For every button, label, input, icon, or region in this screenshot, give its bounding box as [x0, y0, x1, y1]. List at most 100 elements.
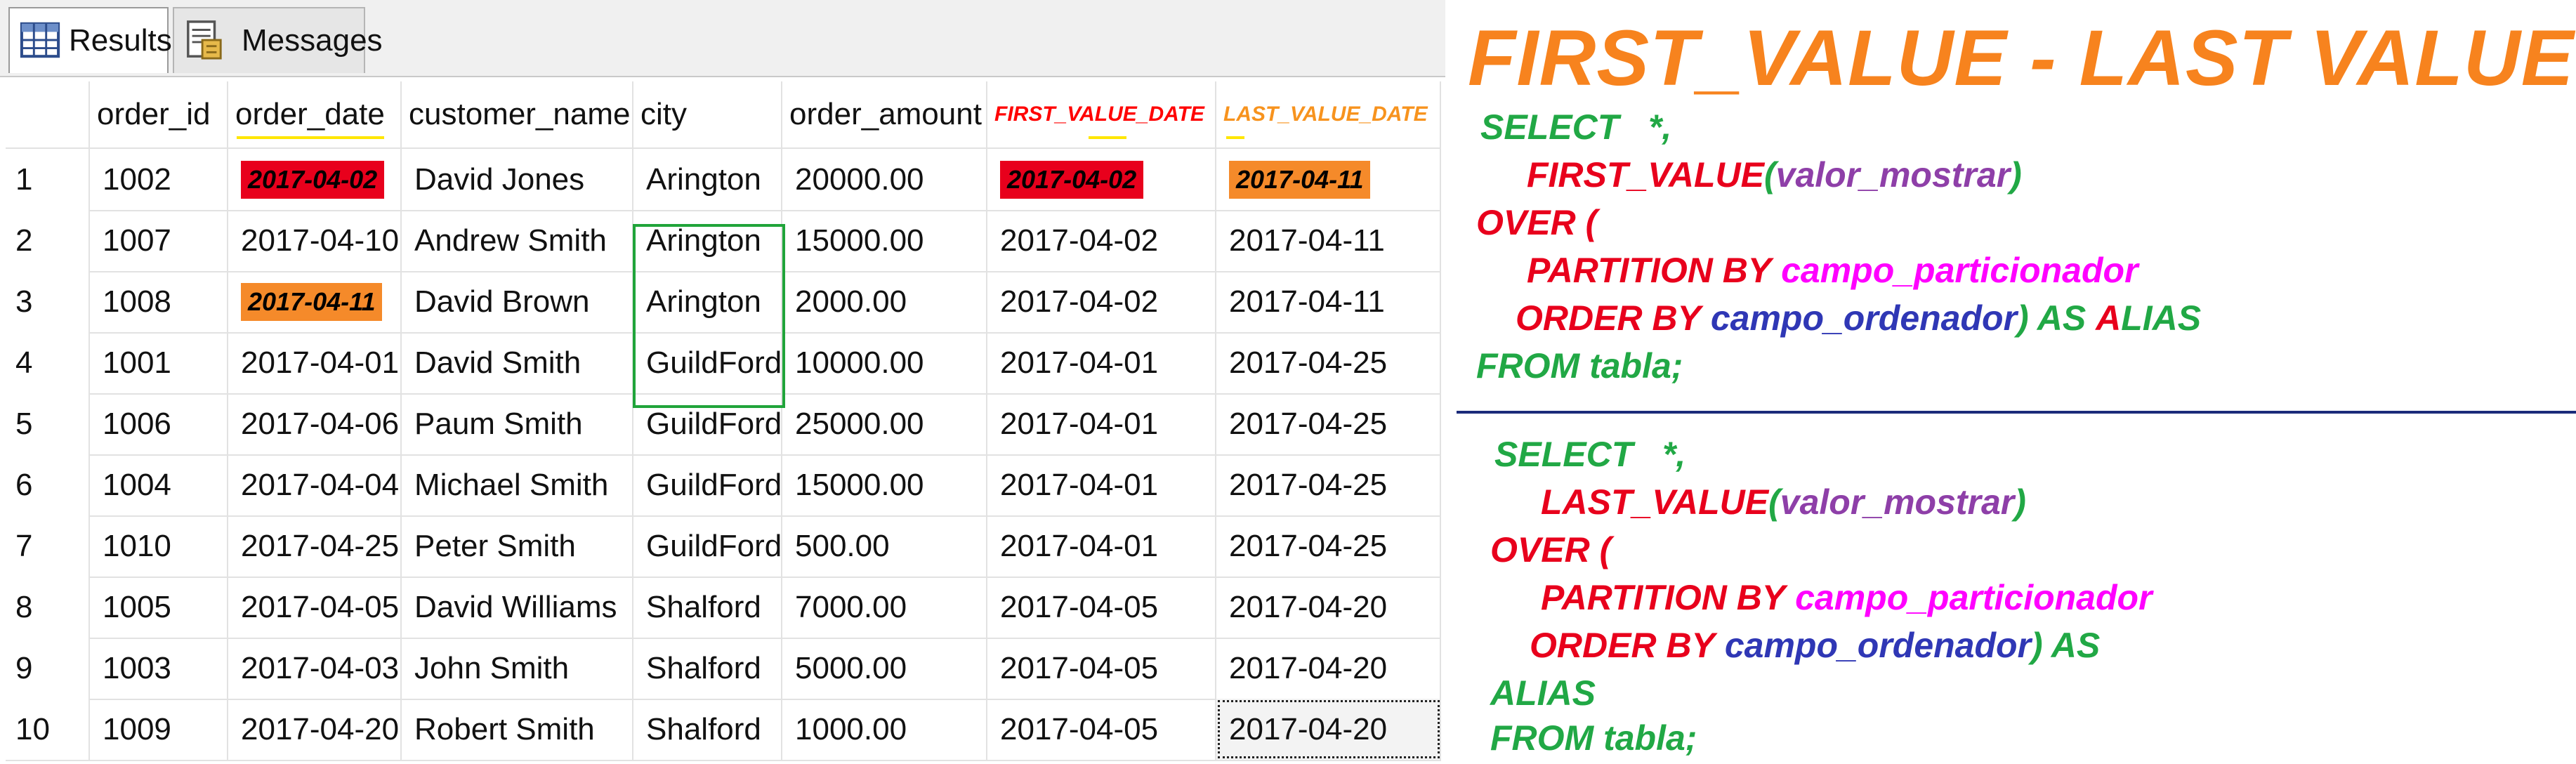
cell-order-amount[interactable]: 15000.00: [782, 210, 987, 271]
cell-order-amount[interactable]: 2000.00: [782, 271, 987, 332]
sql-order-field: campo_ordenador: [1710, 298, 2018, 338]
row-number-cell[interactable]: 8: [6, 577, 90, 638]
cell-city[interactable]: Shalford: [633, 699, 782, 760]
cell-order-amount[interactable]: 15000.00: [782, 454, 987, 515]
cell-order-date[interactable]: 2017-04-11: [228, 271, 402, 332]
cell-order-amount[interactable]: 7000.00: [782, 577, 987, 638]
column-header-last-value-date[interactable]: LAST_VALUE_DATE: [1216, 81, 1441, 147]
column-header-label: customer_name: [409, 97, 631, 131]
cell-first-value-date[interactable]: 2017-04-01: [987, 515, 1216, 577]
cell-order-id[interactable]: 1003: [90, 638, 228, 699]
cell-order-id[interactable]: 1005: [90, 577, 228, 638]
cell-city[interactable]: Shalford: [633, 638, 782, 699]
cell-customer-name[interactable]: David Smith: [402, 332, 633, 393]
cell-value: GuildFord: [646, 406, 782, 441]
cell-last-value-date[interactable]: 2017-04-11: [1216, 149, 1441, 210]
cell-order-date[interactable]: 2017-04-06: [228, 393, 402, 454]
cell-order-id[interactable]: 1001: [90, 332, 228, 393]
cell-order-date[interactable]: 2017-04-25: [228, 515, 402, 577]
cell-city[interactable]: GuildFord: [633, 515, 782, 577]
cell-first-value-date[interactable]: 2017-04-02: [987, 271, 1216, 332]
cell-first-value-date[interactable]: 2017-04-01: [987, 332, 1216, 393]
cell-value: Arington: [646, 284, 761, 319]
column-header-order-amount[interactable]: order_amount: [782, 81, 987, 147]
tab-messages[interactable]: Messages: [173, 7, 383, 73]
row-number-cell[interactable]: 6: [6, 454, 90, 515]
cell-order-date[interactable]: 2017-04-04: [228, 454, 402, 515]
cell-first-value-date[interactable]: 2017-04-05: [987, 638, 1216, 699]
column-header-city[interactable]: city: [633, 81, 782, 147]
cell-order-id[interactable]: 1002: [90, 149, 228, 210]
cell-value: 9: [15, 650, 33, 685]
row-number-cell[interactable]: 5: [6, 393, 90, 454]
cell-city[interactable]: Shalford: [633, 577, 782, 638]
cell-last-value-date[interactable]: 2017-04-20: [1216, 699, 1441, 760]
cell-order-date[interactable]: 2017-04-05: [228, 577, 402, 638]
cell-last-value-date[interactable]: 2017-04-11: [1216, 210, 1441, 271]
cell-first-value-date[interactable]: 2017-04-05: [987, 577, 1216, 638]
cell-order-id[interactable]: 1010: [90, 515, 228, 577]
cell-order-date[interactable]: 2017-04-10: [228, 210, 402, 271]
grid-corner-cell[interactable]: [6, 81, 90, 147]
cell-city[interactable]: GuildFord: [633, 393, 782, 454]
cell-customer-name[interactable]: John Smith: [402, 638, 633, 699]
cell-customer-name[interactable]: Robert Smith: [402, 699, 633, 760]
cell-city[interactable]: Arington: [633, 149, 782, 210]
cell-order-amount[interactable]: 500.00: [782, 515, 987, 577]
row-number-cell[interactable]: 1: [6, 149, 90, 210]
cell-city[interactable]: Arington: [633, 210, 782, 271]
cell-order-id[interactable]: 1007: [90, 210, 228, 271]
cell-order-date[interactable]: 2017-04-02: [228, 149, 402, 210]
cell-last-value-date[interactable]: 2017-04-25: [1216, 454, 1441, 515]
cell-city[interactable]: GuildFord: [633, 332, 782, 393]
cell-city[interactable]: GuildFord: [633, 454, 782, 515]
cell-first-value-date[interactable]: 2017-04-01: [987, 393, 1216, 454]
cell-last-value-date[interactable]: 2017-04-25: [1216, 332, 1441, 393]
column-header-order-id[interactable]: order_id: [90, 81, 228, 147]
cell-order-date[interactable]: 2017-04-03: [228, 638, 402, 699]
row-number-cell[interactable]: 7: [6, 515, 90, 577]
cell-city[interactable]: Arington: [633, 271, 782, 332]
cell-order-amount[interactable]: 25000.00: [782, 393, 987, 454]
cell-first-value-date[interactable]: 2017-04-02: [987, 149, 1216, 210]
cell-customer-name[interactable]: Peter Smith: [402, 515, 633, 577]
row-number-cell[interactable]: 3: [6, 271, 90, 332]
cell-order-amount[interactable]: 10000.00: [782, 332, 987, 393]
cell-order-id[interactable]: 1004: [90, 454, 228, 515]
column-header-order-date[interactable]: order_date: [228, 81, 402, 147]
cell-customer-name[interactable]: Paum Smith: [402, 393, 633, 454]
row-number-cell[interactable]: 4: [6, 332, 90, 393]
table-row: 8 1005 2017-04-05 David Williams Shalford 700…: [6, 577, 1441, 639]
row-number-cell[interactable]: 2: [6, 210, 90, 271]
column-header-customer-name[interactable]: customer_name: [402, 81, 633, 147]
row-number-cell[interactable]: 10: [6, 699, 90, 760]
cell-order-date[interactable]: 2017-04-20: [228, 699, 402, 760]
cell-first-value-date[interactable]: 2017-04-02: [987, 210, 1216, 271]
header-underline-yellow: [1226, 136, 1244, 139]
cell-order-amount[interactable]: 1000.00: [782, 699, 987, 760]
cell-last-value-date[interactable]: 2017-04-25: [1216, 515, 1441, 577]
cell-order-id[interactable]: 1009: [90, 699, 228, 760]
cell-customer-name[interactable]: Michael Smith: [402, 454, 633, 515]
cell-customer-name[interactable]: David Williams: [402, 577, 633, 638]
cell-order-amount[interactable]: 20000.00: [782, 149, 987, 210]
cell-customer-name[interactable]: David Jones: [402, 149, 633, 210]
sql-line-select: SELECT *,: [1480, 104, 1671, 150]
cell-customer-name[interactable]: Andrew Smith: [402, 210, 633, 271]
cell-order-id[interactable]: 1006: [90, 393, 228, 454]
cell-last-value-date[interactable]: 2017-04-11: [1216, 271, 1441, 332]
cell-first-value-date[interactable]: 2017-04-05: [987, 699, 1216, 760]
row-number-cell[interactable]: 9: [6, 638, 90, 699]
cell-last-value-date[interactable]: 2017-04-20: [1216, 577, 1441, 638]
cell-last-value-date[interactable]: 2017-04-25: [1216, 393, 1441, 454]
cell-last-value-date[interactable]: 2017-04-20: [1216, 638, 1441, 699]
cell-order-id[interactable]: 1008: [90, 271, 228, 332]
cell-order-amount[interactable]: 5000.00: [782, 638, 987, 699]
column-header-first-value-date[interactable]: FIRST_VALUE_DATE: [987, 81, 1216, 147]
cell-order-date[interactable]: 2017-04-01: [228, 332, 402, 393]
tab-results[interactable]: Results: [8, 7, 172, 73]
cell-value: 2017-04-20: [1229, 650, 1388, 685]
cell-first-value-date[interactable]: 2017-04-01: [987, 454, 1216, 515]
sql-line-order: ORDER BY campo_ordenador) AS ALIAS: [1516, 295, 2201, 341]
cell-customer-name[interactable]: David Brown: [402, 271, 633, 332]
